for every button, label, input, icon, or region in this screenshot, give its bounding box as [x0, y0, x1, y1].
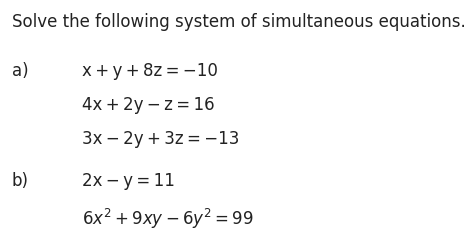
- Text: 3x − 2y + 3z = −13: 3x − 2y + 3z = −13: [82, 130, 239, 148]
- Text: Solve the following system of simultaneous equations.: Solve the following system of simultaneo…: [12, 13, 466, 31]
- Text: $6x^2+9xy-6y^2=99$: $6x^2+9xy-6y^2=99$: [82, 207, 254, 231]
- Text: 4x + 2y − z = 16: 4x + 2y − z = 16: [82, 96, 214, 114]
- Text: x + y + 8z = −10: x + y + 8z = −10: [82, 62, 218, 80]
- Text: 2x − y = 11: 2x − y = 11: [82, 172, 175, 190]
- Text: b): b): [12, 172, 29, 190]
- Text: a): a): [12, 62, 29, 80]
